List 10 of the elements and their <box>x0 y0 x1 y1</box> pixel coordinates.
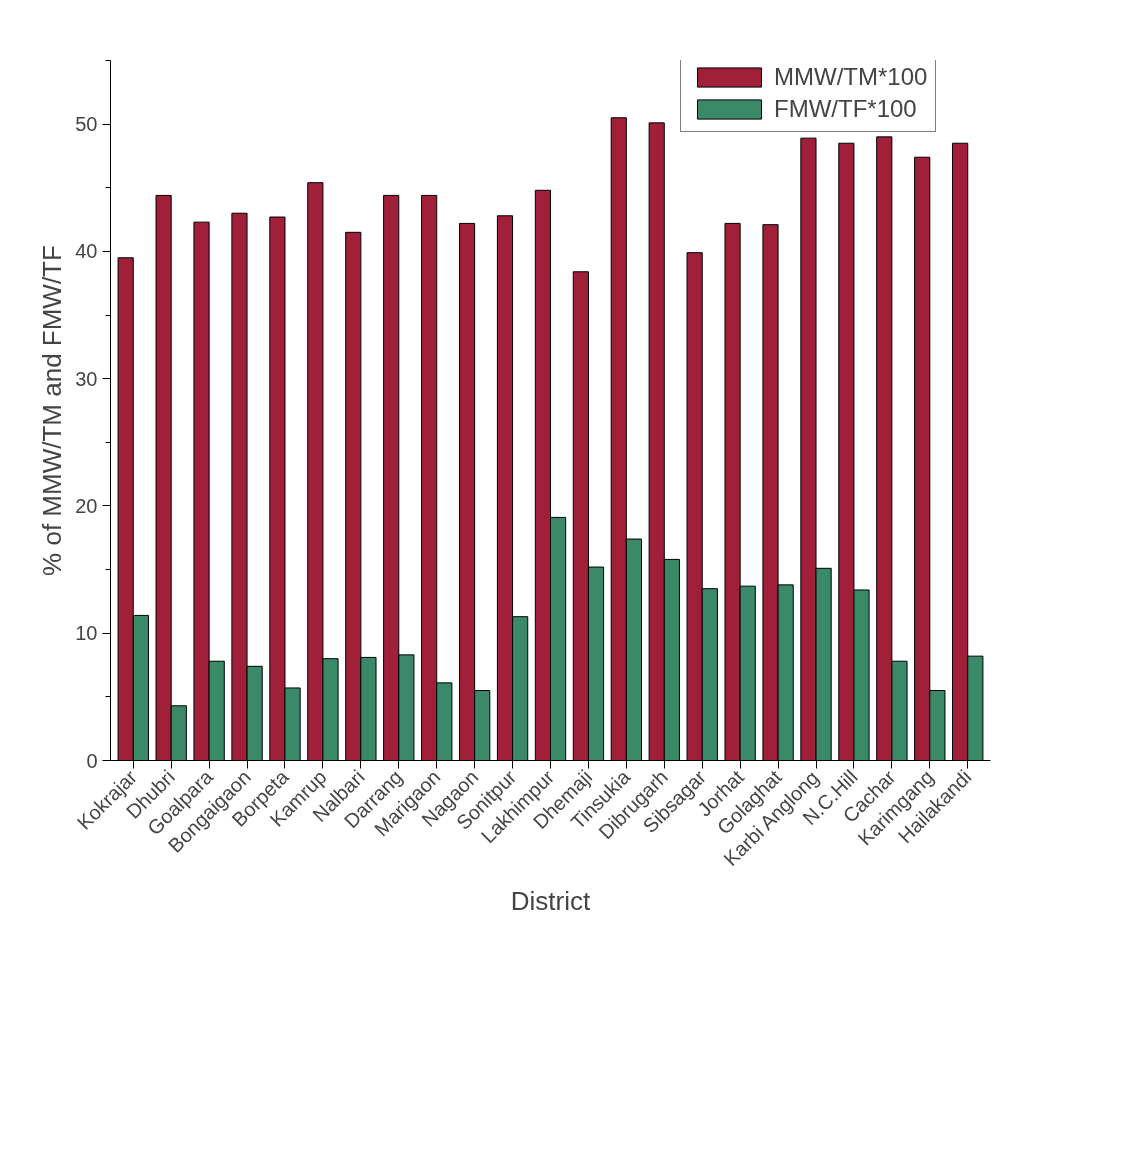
legend-label: MMW/TM*100 <box>774 63 928 91</box>
y-tick-label: 0 <box>86 749 98 772</box>
y-tick-label: 10 <box>75 622 98 645</box>
y-axis-title: % of MMW/TM and FMW/TF <box>37 245 68 576</box>
y-tick-label: 50 <box>75 113 98 136</box>
x-axis-title: District <box>510 885 591 916</box>
y-tick-label: 40 <box>75 240 98 263</box>
y-tick-label: 30 <box>75 367 98 390</box>
y-tick-label: 20 <box>75 494 98 517</box>
legend-label: FMW/TF*100 <box>774 95 917 123</box>
